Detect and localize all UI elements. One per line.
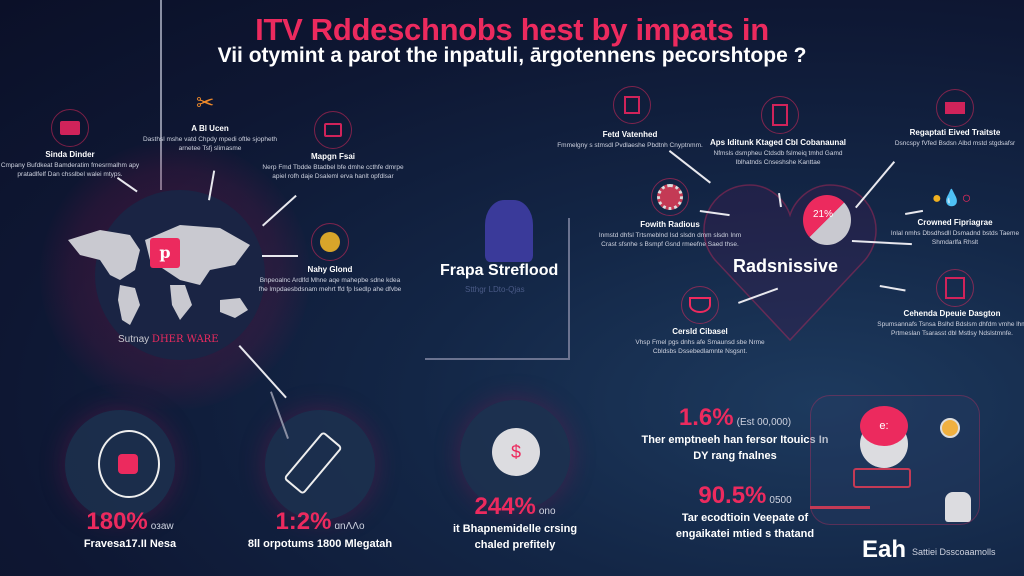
briefcase-icon	[314, 111, 352, 149]
frame-icon	[936, 269, 974, 307]
stat-1: 180% озaw Fravesa17.II Nesa	[83, 508, 177, 550]
hub-badge-text: 21%	[813, 209, 834, 220]
page-subtitle: Vii otymint a parot the inpatuli, ārgote…	[217, 44, 807, 67]
node-left-3: Mapgn Fsai Nerp Fmd Tbdde Btadbel bfe dmh…	[262, 152, 404, 180]
map-label-a: Sutnay	[118, 334, 150, 345]
node-right-5: Crowned Fipriagrae Inlal nmhs Dbsdhsdll D…	[890, 218, 1020, 246]
map-label: Sutnay DHER WARE	[118, 334, 219, 345]
tools-icon: ✂	[196, 90, 215, 115]
hub-title: Radsnissive	[733, 256, 839, 276]
lock-icon	[945, 492, 971, 522]
connector	[879, 285, 906, 292]
center-title: Frapa Streflood	[440, 262, 559, 279]
drops-icon: ●💧○	[932, 190, 972, 207]
stat-5: 90.5% 0500 Tar ecodtioin Veepate of engaik…	[675, 482, 815, 540]
world-map-icon	[68, 225, 250, 325]
device-screen	[853, 468, 911, 488]
bowl-icon	[681, 286, 719, 324]
node-left-1: Sinda Dinder Cmpany Bufdkeat Bamderatim f…	[0, 150, 140, 178]
frame-line	[568, 218, 570, 360]
globe-mesh-badge	[118, 454, 138, 474]
frame-line	[425, 358, 570, 360]
map-label-b: DHER WARE	[151, 334, 219, 345]
node-right-4: Fowith Radious Inmstd dhfsl Trtsmeblnd Is…	[598, 220, 742, 248]
node-right-7: Cersld Cibasel Vhsp Fmel pgs dnhs afe Sma…	[635, 327, 765, 355]
badge-circle-icon	[651, 178, 689, 216]
computer-icon	[51, 109, 89, 147]
divider	[160, 0, 162, 190]
globe-mesh-icon	[98, 430, 160, 498]
node-left-2: A Bl Ucen Dasthsl mshe vatd Chpdy mpedi o…	[142, 124, 278, 152]
document-icon	[761, 96, 799, 134]
stat-2: 1:2% ɑnɅɅo 8ll orpotums 1800 Mlegatah	[247, 508, 393, 550]
logo-text: Sattiei Dsscoaamolls	[912, 547, 996, 557]
building-icon	[613, 86, 651, 124]
bulb-icon	[940, 418, 960, 438]
hub-badge: 21%	[803, 195, 851, 245]
logo-mark: Eah	[862, 536, 907, 563]
connector	[905, 209, 924, 215]
connector	[262, 255, 298, 257]
node-right-3: Regaptati Eived Traitste Dsncspy fVfed Bs…	[894, 128, 1016, 147]
figure-illustration	[485, 200, 533, 262]
disc-badge: e:	[860, 406, 908, 446]
node-right-2: Aps Iditunk Ktaged Cbl Cobanaunal Nfmsls …	[709, 138, 846, 166]
node-right-1: Fetd Vatenhed Fmmelgny s stmsdl Pvdlaeshe…	[557, 130, 703, 149]
bar	[810, 506, 870, 509]
house-icon	[936, 89, 974, 127]
coin-icon: $	[492, 428, 540, 476]
map-badge-letter: p	[159, 243, 171, 262]
page-title: ITV Rddeschnobs hest by impats in	[255, 12, 769, 47]
node-right-6: Cehenda Dpeuie Dasgton Spumsannafs Tsnsa …	[877, 309, 1024, 337]
node-left-4: Nahy Glond Bnpeoalnc Ardlfd Mhne aqe mahe…	[258, 265, 402, 293]
stat-3: 244% ono it Bhapnemidelle crsing chaled pr…	[452, 493, 578, 551]
emblem-icon	[311, 223, 349, 261]
stat-4: 1.6% (Est 00,000) Ther emptneeh han fersor…	[641, 404, 829, 462]
center-subtitle: Stthgr LDto-Qjas	[465, 285, 525, 294]
heart-network-icon	[703, 184, 877, 342]
map-badge: p	[150, 238, 180, 268]
